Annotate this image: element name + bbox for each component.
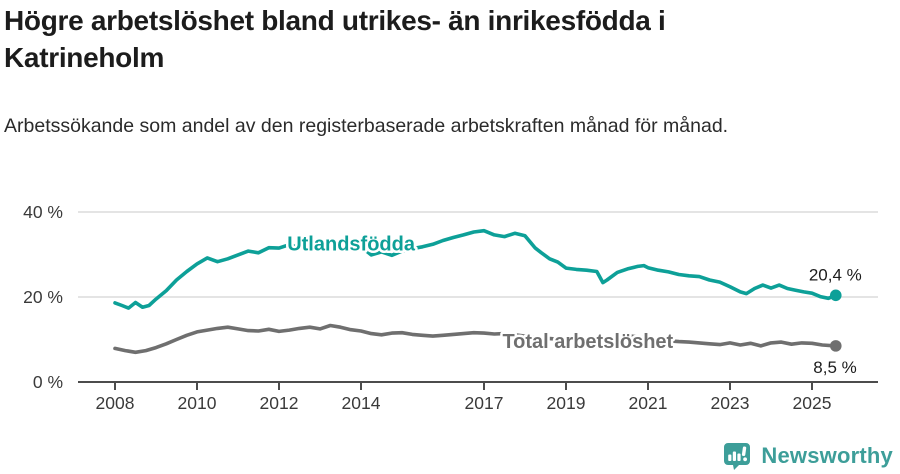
chart-title: Högre arbetslöshet bland utrikes- än inr… bbox=[4, 5, 666, 73]
end-value-label-total: 8,5 % bbox=[813, 358, 856, 377]
line-chart: 0 % 20 % 40 % 2008 2010 2012 2014 2017 2019 2021 2… bbox=[23, 202, 878, 413]
x-tick-label: 2008 bbox=[96, 393, 135, 413]
chart-subtitle: Arbetssökande som andel av den registerb… bbox=[4, 115, 729, 137]
series-end-dot-total bbox=[829, 340, 842, 352]
x-tick-label: 2019 bbox=[547, 393, 586, 413]
x-tick-label: 2012 bbox=[260, 393, 299, 413]
newsworthy-logo-icon bbox=[724, 443, 751, 470]
newsworthy-brand: Newsworthy bbox=[722, 441, 893, 471]
y-tick-label: 20 % bbox=[23, 287, 63, 307]
series-label-total: Total arbetslöshet bbox=[502, 331, 673, 353]
y-tick-label: 40 % bbox=[23, 202, 63, 222]
x-tick-label: 2017 bbox=[465, 393, 504, 413]
series-end-dot-utlandsfodda bbox=[829, 289, 842, 302]
end-value-label-utlandsfodda: 20,4 % bbox=[809, 265, 862, 284]
series-line-total bbox=[113, 323, 838, 355]
y-tick-label: 0 % bbox=[33, 372, 63, 392]
x-tick-label: 2014 bbox=[342, 393, 381, 413]
series-label-utlandsfodda: Utlandsfödda bbox=[287, 233, 416, 255]
x-tick-label: 2025 bbox=[793, 393, 832, 413]
brand-name: Newsworthy bbox=[761, 443, 893, 468]
x-tick-label: 2010 bbox=[178, 393, 217, 413]
series-line-utlandsfodda bbox=[113, 228, 838, 310]
x-tick-label: 2021 bbox=[629, 393, 668, 413]
x-tick-label: 2023 bbox=[711, 393, 750, 413]
